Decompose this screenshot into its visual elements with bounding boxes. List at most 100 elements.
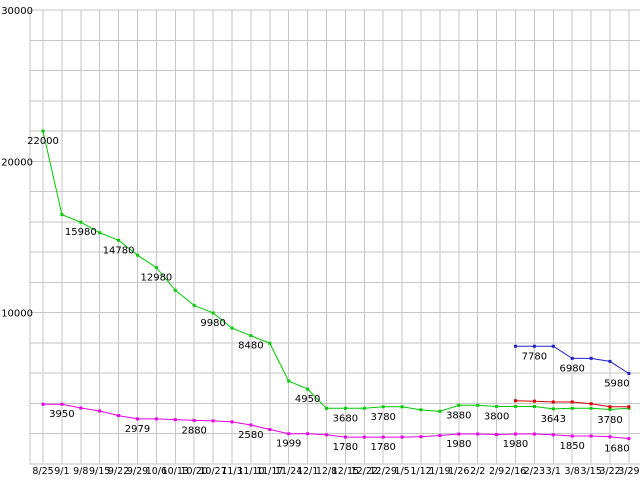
data-point-marker bbox=[287, 379, 291, 383]
data-point-marker bbox=[570, 356, 574, 360]
point-value-label: 6980 bbox=[559, 363, 584, 374]
data-point-marker bbox=[268, 341, 272, 345]
data-point-marker bbox=[514, 404, 517, 408]
y-tick-label: 20000 bbox=[1, 157, 33, 168]
data-point-marker bbox=[325, 406, 328, 410]
point-value-label: 3950 bbox=[49, 409, 74, 420]
data-point-marker bbox=[79, 406, 83, 410]
x-tick-label: 9/8 bbox=[73, 466, 88, 477]
data-point-marker bbox=[287, 432, 291, 436]
x-axis-labels: 8/25 9/1 9/8 9/159/229/2910/610/1310/2010/2… bbox=[32, 466, 639, 477]
x-tick-label: 11/24 bbox=[275, 466, 302, 477]
data-point-marker bbox=[476, 432, 480, 436]
point-value-label: 14780 bbox=[103, 245, 135, 256]
point-value-label: 3780 bbox=[597, 415, 622, 426]
x-tick-label: 1/12 bbox=[410, 466, 431, 477]
x-tick-label: 2/16 bbox=[505, 466, 526, 477]
data-point-marker bbox=[476, 403, 480, 407]
point-value-label: 7780 bbox=[522, 351, 547, 362]
x-tick-label: 3/29 bbox=[618, 466, 639, 477]
x-tick-label: 9/15 bbox=[89, 466, 110, 477]
data-point-marker bbox=[551, 433, 555, 437]
x-tick-label: 10/20 bbox=[181, 466, 208, 477]
x-tick-label: 1/26 bbox=[448, 466, 469, 477]
x-tick-label: 9/22 bbox=[108, 466, 129, 477]
data-point-marker bbox=[532, 404, 536, 408]
data-point-marker bbox=[41, 129, 45, 133]
data-point-marker bbox=[60, 402, 64, 406]
point-value-label: 3780 bbox=[370, 412, 395, 423]
series-green: 22000 15980 14780 12980 9980 8480 4950 3680 3780… bbox=[27, 129, 631, 425]
x-tick-label: 2/23 bbox=[524, 466, 545, 477]
x-tick-label: 1/19 bbox=[429, 466, 450, 477]
x-tick-label: 8/25 bbox=[32, 466, 53, 477]
x-tick-label: 10/27 bbox=[199, 466, 226, 477]
data-point-marker bbox=[400, 405, 404, 409]
data-point-marker bbox=[230, 420, 234, 424]
data-point-marker bbox=[362, 406, 366, 410]
x-tick-label: 3/8 bbox=[565, 466, 580, 477]
data-point-marker bbox=[570, 406, 574, 410]
point-value-label: 2580 bbox=[238, 430, 263, 441]
x-tick-label: 3/22 bbox=[599, 466, 620, 477]
point-value-label: 1680 bbox=[604, 444, 629, 455]
x-tick-label: 9/29 bbox=[127, 466, 148, 477]
point-value-label: 4950 bbox=[295, 394, 320, 405]
data-point-marker bbox=[419, 435, 423, 439]
point-value-label: 1999 bbox=[276, 439, 301, 450]
x-tick-label: 2/2 bbox=[470, 466, 485, 477]
data-point-marker bbox=[608, 408, 612, 412]
x-tick-label: 11/17 bbox=[256, 466, 283, 477]
y-tick-label: 30000 bbox=[1, 6, 33, 17]
x-tick-label: 12/15 bbox=[332, 466, 359, 477]
data-point-marker bbox=[608, 405, 612, 409]
series-magenta: 3950 2979 2880 2580 1999 1780 1780 1980 1980 1850… bbox=[41, 402, 631, 455]
data-point-marker bbox=[570, 434, 574, 438]
point-value-label: 3680 bbox=[333, 413, 358, 424]
data-point-marker bbox=[136, 417, 139, 421]
data-point-marker bbox=[230, 326, 234, 330]
data-point-marker bbox=[173, 288, 177, 292]
data-point-marker bbox=[79, 220, 83, 224]
x-tick-label: 3/15 bbox=[580, 466, 601, 477]
data-point-marker bbox=[438, 409, 442, 413]
data-point-marker bbox=[551, 344, 555, 348]
data-point-marker bbox=[551, 400, 555, 404]
data-point-marker bbox=[211, 419, 215, 423]
x-tick-label: 10/6 bbox=[146, 466, 167, 477]
data-point-marker bbox=[627, 372, 631, 376]
data-point-marker bbox=[551, 407, 555, 411]
data-point-marker bbox=[325, 433, 328, 437]
data-point-marker bbox=[419, 408, 423, 412]
series-magenta-line bbox=[43, 403, 629, 440]
point-value-label: 3643 bbox=[541, 414, 566, 425]
series-blue: 7780 6980 5980 bbox=[514, 344, 631, 390]
x-tick-label: 3/1 bbox=[546, 466, 561, 477]
point-value-label: 22000 bbox=[27, 136, 59, 147]
data-point-marker bbox=[60, 213, 64, 217]
y-tick-label: 10000 bbox=[1, 309, 33, 320]
data-point-marker bbox=[268, 427, 272, 431]
x-tick-label: 11/10 bbox=[237, 466, 264, 477]
y-axis-labels: 10000 20000 30000 bbox=[1, 6, 33, 320]
series-red: 3780 bbox=[514, 399, 631, 426]
x-tick-label: 2/9 bbox=[489, 466, 504, 477]
data-point-marker bbox=[589, 406, 593, 410]
x-tick-label: 12/29 bbox=[370, 466, 397, 477]
point-value-label: 2979 bbox=[125, 424, 150, 435]
data-point-marker bbox=[570, 400, 574, 404]
data-point-marker bbox=[211, 311, 215, 315]
series-green-line bbox=[42, 130, 629, 412]
data-point-marker bbox=[343, 406, 347, 410]
data-point-marker bbox=[589, 434, 593, 438]
x-tick-label: 10/13 bbox=[162, 466, 189, 477]
data-point-marker bbox=[117, 414, 121, 418]
x-tick-label: 12/22 bbox=[351, 466, 378, 477]
data-point-marker bbox=[306, 387, 310, 391]
data-point-marker bbox=[608, 359, 612, 363]
data-point-marker bbox=[381, 435, 385, 439]
data-point-marker bbox=[98, 409, 102, 413]
point-value-label: 2880 bbox=[181, 425, 206, 436]
data-point-marker bbox=[192, 418, 196, 422]
